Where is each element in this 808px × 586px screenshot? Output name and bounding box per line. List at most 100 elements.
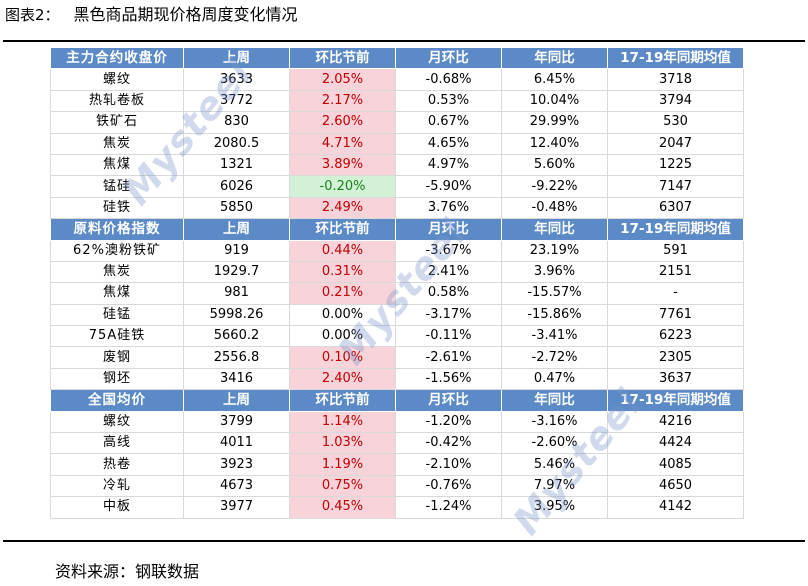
section-title: 原料价格指数 xyxy=(50,218,184,241)
commodity-name: 废钢 xyxy=(50,346,184,369)
year-on-year-value: 3.96% xyxy=(501,260,608,284)
avg-2017-2019-value: 4142 xyxy=(607,496,744,519)
year-on-year-value: -2.72% xyxy=(501,346,608,369)
commodity-name: 焦煤 xyxy=(50,153,184,177)
commodity-name: 螺纹 xyxy=(50,68,184,91)
commodity-name: 75A硅铁 xyxy=(50,325,184,348)
month-on-month-value: 4.65% xyxy=(395,132,502,155)
month-on-month-value: -5.90% xyxy=(395,175,502,198)
avg-2017-2019-value: 4085 xyxy=(607,453,744,476)
month-on-month-value: -3.67% xyxy=(395,239,502,262)
vs-pre-holiday-value: 0.00% xyxy=(289,325,396,348)
year-on-year-value: -3.41% xyxy=(501,325,608,348)
avg-2017-2019-value: 1225 xyxy=(607,153,744,177)
figure-title: 黑色商品期现价格周度变化情况 xyxy=(73,5,298,24)
year-on-year-value: -9.22% xyxy=(501,175,608,198)
last-week-value: 4673 xyxy=(183,474,290,498)
last-week-value: 4011 xyxy=(183,432,290,455)
table-row: 焦煤 981 0.21% 0.58% -15.57% - xyxy=(50,282,744,305)
year-on-year-value: 0.47% xyxy=(501,367,608,391)
year-on-year-value: -2.60% xyxy=(501,432,608,455)
table-row: 硅锰 5998.26 0.00% -3.17% -15.86% 7761 xyxy=(50,303,744,327)
last-week-value: 2556.8 xyxy=(183,346,290,369)
year-on-year-value: 5.60% xyxy=(501,153,608,177)
month-on-month-value: -0.68% xyxy=(395,68,502,91)
commodity-name: 焦炭 xyxy=(50,260,184,284)
month-on-month-value: -1.24% xyxy=(395,496,502,519)
section-title: 主力合约收盘价 xyxy=(50,46,184,70)
avg-2017-2019-value: 2305 xyxy=(607,346,744,369)
section-title: 全国均价 xyxy=(50,389,184,412)
vs-pre-holiday-value: 2.17% xyxy=(289,89,396,113)
vs-pre-holiday-value: 2.60% xyxy=(289,111,396,134)
last-week-value: 3772 xyxy=(183,89,290,113)
year-on-year-value: -15.86% xyxy=(501,303,608,327)
month-on-month-value: -1.20% xyxy=(395,410,502,434)
year-on-year-value: -15.57% xyxy=(501,282,608,305)
commodity-name: 铁矿石 xyxy=(50,111,184,134)
table-row: 冷轧 4673 0.75% -0.76% 7.97% 4650 xyxy=(50,474,744,498)
table-row: 螺纹 3633 2.05% -0.68% 6.45% 3718 xyxy=(50,68,744,91)
month-on-month-value: 4.97% xyxy=(395,153,502,177)
column-header: 17-19年同期均值 xyxy=(607,389,744,412)
month-on-month-value: 0.53% xyxy=(395,89,502,113)
month-on-month-value: -0.11% xyxy=(395,325,502,348)
avg-2017-2019-value: 7147 xyxy=(607,175,744,198)
figure-label: 图表2： xyxy=(5,6,60,24)
commodity-name: 硅锰 xyxy=(50,303,184,327)
commodity-name: 焦煤 xyxy=(50,282,184,305)
last-week-value: 3977 xyxy=(183,496,290,519)
table-row: 热轧卷板 3772 2.17% 0.53% 10.04% 3794 xyxy=(50,89,744,113)
section-header-row: 主力合约收盘价 上周 环比节前 月环比 年同比 17-19年同期均值 xyxy=(50,46,744,70)
last-week-value: 1321 xyxy=(183,153,290,177)
column-header: 上周 xyxy=(183,46,290,70)
bottom-rule xyxy=(3,540,805,542)
year-on-year-value: 6.45% xyxy=(501,68,608,91)
last-week-value: 3923 xyxy=(183,453,290,476)
column-header: 月环比 xyxy=(395,389,502,412)
month-on-month-value: -1.56% xyxy=(395,367,502,391)
vs-pre-holiday-value: 1.19% xyxy=(289,453,396,476)
column-header: 环比节前 xyxy=(289,46,396,70)
vs-pre-holiday-value: 3.89% xyxy=(289,153,396,177)
table-row: 75A硅铁 5660.2 0.00% -0.11% -3.41% 6223 xyxy=(50,325,744,348)
vs-pre-holiday-value: 2.49% xyxy=(289,196,396,220)
month-on-month-value: -2.10% xyxy=(395,453,502,476)
column-header: 年同比 xyxy=(501,218,608,241)
month-on-month-value: -3.17% xyxy=(395,303,502,327)
commodity-name: 焦炭 xyxy=(50,132,184,155)
table-row: 热卷 3923 1.19% -2.10% 5.46% 4085 xyxy=(50,453,744,476)
month-on-month-value: 0.58% xyxy=(395,282,502,305)
figure-caption: 图表2： 黑色商品期现价格周度变化情况 xyxy=(5,4,298,26)
month-on-month-value: 3.76% xyxy=(395,196,502,220)
last-week-value: 6026 xyxy=(183,175,290,198)
commodity-name: 中板 xyxy=(50,496,184,519)
commodity-name: 钢坯 xyxy=(50,367,184,391)
month-on-month-value: 2.41% xyxy=(395,260,502,284)
month-on-month-value: -2.61% xyxy=(395,346,502,369)
source-note: 资料来源：钢联数据 xyxy=(55,562,200,581)
last-week-value: 5850 xyxy=(183,196,290,220)
avg-2017-2019-value: 4650 xyxy=(607,474,744,498)
last-week-value: 3416 xyxy=(183,367,290,391)
last-week-value: 2080.5 xyxy=(183,132,290,155)
table-row: 废钢 2556.8 0.10% -2.61% -2.72% 2305 xyxy=(50,346,744,369)
last-week-value: 3633 xyxy=(183,68,290,91)
vs-pre-holiday-value: 0.45% xyxy=(289,496,396,519)
avg-2017-2019-value: 591 xyxy=(607,239,744,262)
year-on-year-value: 23.19% xyxy=(501,239,608,262)
last-week-value: 3799 xyxy=(183,410,290,434)
commodity-name: 硅铁 xyxy=(50,196,184,220)
table-row: 中板 3977 0.45% -1.24% 3.95% 4142 xyxy=(50,496,744,519)
commodity-name: 螺纹 xyxy=(50,410,184,434)
price-change-table: 主力合约收盘价 上周 环比节前 月环比 年同比 17-19年同期均值 螺纹 3633 2.05%… xyxy=(50,46,744,519)
avg-2017-2019-value: 3637 xyxy=(607,367,744,391)
avg-2017-2019-value: 7761 xyxy=(607,303,744,327)
avg-2017-2019-value: 2047 xyxy=(607,132,744,155)
avg-2017-2019-value: 4216 xyxy=(607,410,744,434)
section-header-row: 全国均价 上周 环比节前 月环比 年同比 17-19年同期均值 xyxy=(50,389,744,412)
vs-pre-holiday-value: 0.10% xyxy=(289,346,396,369)
top-rule xyxy=(3,40,805,42)
avg-2017-2019-value: 2151 xyxy=(607,260,744,284)
column-header: 环比节前 xyxy=(289,389,396,412)
